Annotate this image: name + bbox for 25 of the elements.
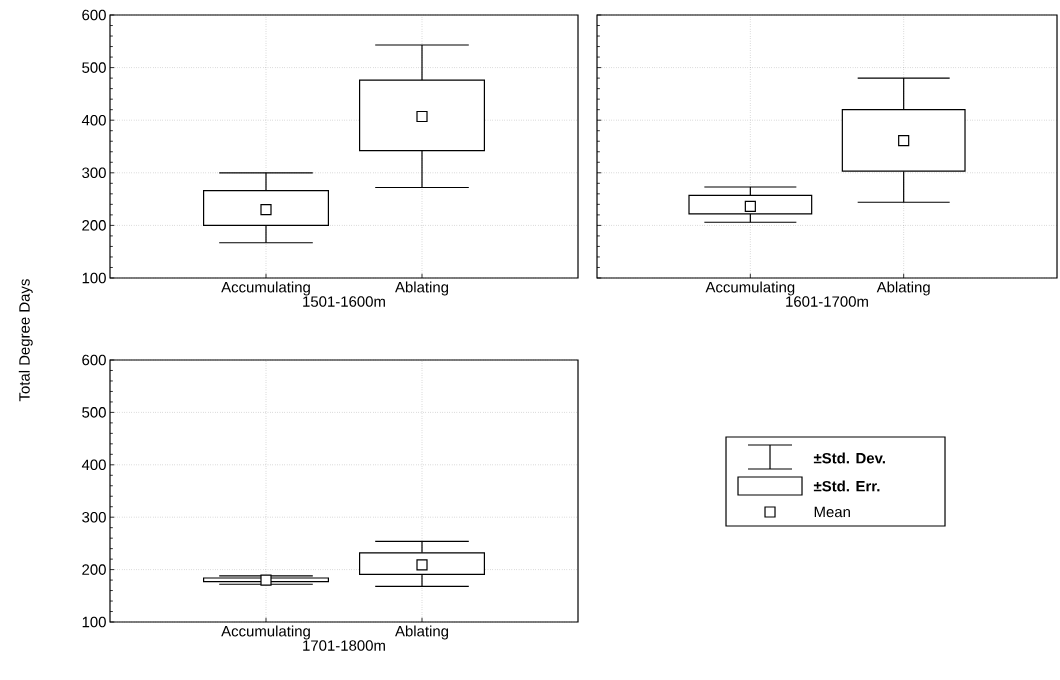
y-tick-label: 300 [82,511,106,523]
y-tick-label: 400 [81,114,106,126]
y-tick-label: 100 [82,616,106,628]
x-tick-label: Ablating [395,625,449,640]
x-axis-title: 1601-1700m [786,296,868,307]
y-tick-label: 500 [82,407,106,418]
x-tick-label: Accumulating [221,625,310,640]
x-tick-label: Ablating [395,281,449,296]
x-tick-label: Ablating [876,281,930,296]
y-tick-label: 200 [82,564,106,575]
text: ±Std. Err. [813,480,880,492]
x-tick-label: Accumulating [705,281,795,296]
x-axis-title: 1701-1800m [303,640,385,651]
text: Mean [814,506,850,518]
y-tick-label: 300 [82,167,106,179]
y-tick-label: 200 [82,220,106,231]
y-axis-title: Total Degree Days [18,279,33,402]
y-tick-label: 100 [82,272,106,284]
y-tick-label: 500 [82,62,106,73]
x-axis-title: 1501-1600m [303,296,385,307]
y-tick-label: 600 [82,9,106,21]
y-tick-label: 600 [82,354,106,366]
y-tick-label: 400 [81,459,106,471]
x-tick-label: Accumulating [221,281,310,296]
text: ±Std. Dev. [813,452,885,464]
